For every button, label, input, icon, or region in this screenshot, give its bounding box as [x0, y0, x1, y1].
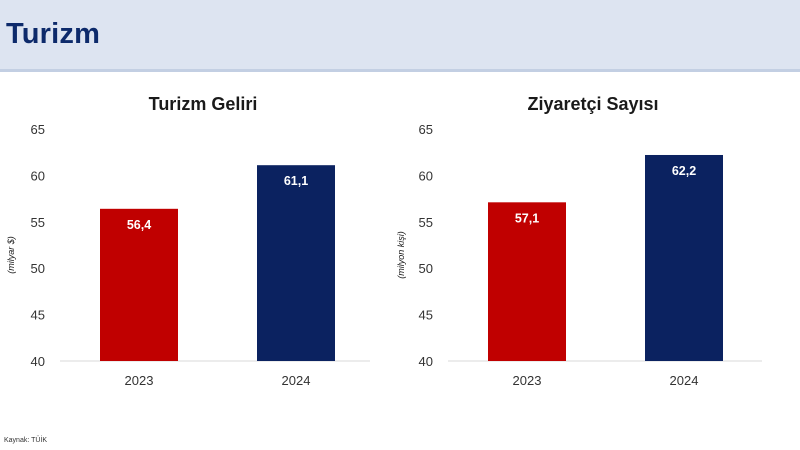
bar-2024 [257, 165, 335, 361]
y-tick-label: 60 [419, 168, 433, 183]
y-axis-unit-label: (milyar $) [6, 236, 16, 274]
y-tick-label: 60 [31, 168, 45, 183]
page-title: Turizm [6, 18, 101, 50]
chart-title: Turizm Geliri [149, 94, 258, 114]
source-note: Kaynak: TÜİK [4, 437, 48, 444]
y-axis-unit-label: (milyon kişi) [396, 231, 406, 279]
data-label: 61,1 [284, 174, 308, 188]
page-header: Turizm [0, 0, 800, 72]
y-tick-label: 40 [31, 354, 45, 369]
y-tick-label: 65 [419, 122, 433, 137]
x-category-label: 2024 [670, 373, 699, 388]
y-tick-label: 45 [31, 308, 45, 323]
data-label: 57,1 [515, 211, 539, 225]
y-tick-label: 40 [419, 354, 433, 369]
x-category-label: 2024 [282, 373, 311, 388]
y-tick-label: 55 [31, 215, 45, 230]
y-tick-label: 45 [419, 308, 433, 323]
x-category-label: 2023 [513, 373, 542, 388]
y-tick-label: 65 [31, 122, 45, 137]
x-category-label: 2023 [125, 373, 154, 388]
bar-2023 [100, 208, 178, 361]
y-tick-label: 50 [31, 261, 45, 276]
bar-2024 [645, 154, 723, 361]
bar-2023 [488, 202, 566, 361]
y-tick-label: 55 [419, 215, 433, 230]
data-label: 62,2 [672, 164, 696, 178]
y-tick-label: 50 [419, 261, 433, 276]
chart-title: Ziyaretçi Sayısı [527, 94, 658, 114]
data-label: 56,4 [127, 218, 151, 232]
